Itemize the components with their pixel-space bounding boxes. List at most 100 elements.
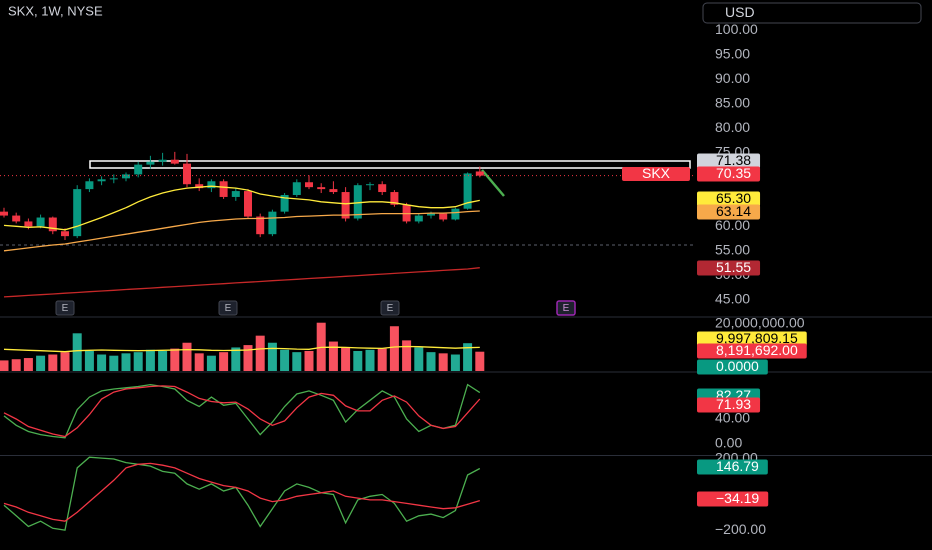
indicator-line: [3, 210, 480, 252]
price-tag: [697, 397, 761, 413]
price-tag-label: 71.38: [716, 152, 751, 168]
volume-bar: [353, 350, 363, 371]
candle-body: [256, 216, 265, 235]
volume-bar: [292, 352, 302, 371]
y-tick-label: 55.00: [715, 242, 750, 258]
volume-bar: [328, 341, 338, 371]
resistance-box: [89, 160, 691, 169]
candle-body: [24, 221, 33, 227]
volume-bar: [84, 350, 94, 371]
volume-bar: [426, 352, 436, 371]
price-tag-label: 9,997,809.15: [716, 330, 798, 346]
earnings-label: E: [225, 303, 232, 314]
price-tag-label: 0.0000: [716, 358, 759, 374]
volume-bar: [0, 360, 9, 371]
price-tag-label: 146.79: [716, 458, 759, 474]
y-tick-label: 80.00: [715, 119, 750, 135]
volume-bar: [438, 353, 448, 371]
candle-body: [390, 192, 399, 205]
candle-body: [463, 173, 472, 209]
y-tick-label: 85.00: [715, 95, 750, 111]
candle-body: [36, 217, 45, 227]
price-tag: [697, 359, 768, 375]
volume-bar: [450, 354, 460, 371]
candle-body: [378, 184, 387, 193]
indicator-line: [3, 345, 480, 353]
price-tag: [697, 204, 761, 220]
price-tag-label: 51.55: [716, 259, 751, 275]
indicator-line: [3, 456, 481, 531]
y-tick-label: 0.00: [715, 435, 742, 451]
volume-bar: [60, 352, 70, 371]
currency-button[interactable]: [702, 2, 922, 24]
price-tag-label: 8,191,692.00: [716, 342, 798, 358]
volume-bar: [145, 349, 155, 371]
candle-body: [0, 211, 8, 216]
earnings-marker[interactable]: [218, 300, 238, 316]
price-tag: [697, 153, 761, 169]
earnings-label: E: [563, 303, 570, 314]
volume-bar: [72, 333, 82, 371]
candle-body: [109, 178, 118, 180]
candle-body: [85, 181, 94, 190]
candle-body: [158, 159, 167, 162]
candle-body: [244, 191, 252, 217]
volume-bar: [11, 359, 21, 371]
indicator-line: [3, 462, 480, 522]
price-tag: [697, 331, 807, 347]
volume-bar: [170, 348, 180, 371]
candle-body: [280, 194, 289, 212]
earnings-markers: E E E E: [55, 300, 576, 316]
indicator-line: [3, 267, 480, 298]
earnings-label: E: [387, 303, 394, 314]
volume-bar: [341, 347, 351, 371]
candle-body: [427, 213, 435, 216]
volume-bar: [414, 347, 424, 371]
volume-bar: [231, 347, 241, 371]
candle-body: [12, 215, 21, 222]
indicator-line: [3, 185, 480, 231]
candle-body: [219, 181, 228, 197]
volume-bar: [97, 354, 107, 371]
earnings-marker[interactable]: [55, 300, 75, 316]
candle-body: [414, 215, 423, 222]
candle-body: [439, 213, 448, 220]
price-tag-label: 71.93: [716, 396, 751, 412]
y-tick-label: 60.00: [715, 217, 750, 233]
candle-body: [48, 217, 57, 232]
candle-body: [207, 181, 216, 189]
indicator-line: [3, 383, 481, 439]
volume-bar: [402, 340, 412, 371]
volume-bar: [133, 352, 143, 371]
volume-bar: [36, 355, 46, 371]
volume-bar: [304, 350, 314, 371]
volume-bar: [280, 349, 290, 371]
candle-body: [292, 182, 301, 195]
candle-body: [195, 184, 204, 189]
candle-body: [231, 191, 240, 197]
volume-bar: [194, 353, 204, 371]
price-tag-label: 70.35: [716, 165, 751, 181]
earnings-marker[interactable]: [556, 300, 576, 316]
candle-body: [268, 211, 277, 235]
currency-label: USD: [725, 4, 755, 20]
price-tag: [697, 343, 807, 359]
y-tick-label: 45.00: [715, 291, 750, 307]
volume-bar: [48, 354, 58, 371]
volume-bar: [182, 342, 192, 371]
candle-body: [317, 187, 326, 190]
volume-bar: [23, 358, 33, 371]
earnings-marker[interactable]: [380, 300, 400, 316]
candle-body: [97, 179, 106, 182]
candle-body: [183, 163, 191, 185]
candle-body: [329, 189, 338, 193]
volume-bar: [158, 350, 168, 371]
price-tag-label: −34.19: [716, 490, 759, 506]
y-tick-label: −200.00: [715, 521, 766, 537]
candle-body: [451, 208, 460, 220]
price-tag: [697, 459, 768, 475]
